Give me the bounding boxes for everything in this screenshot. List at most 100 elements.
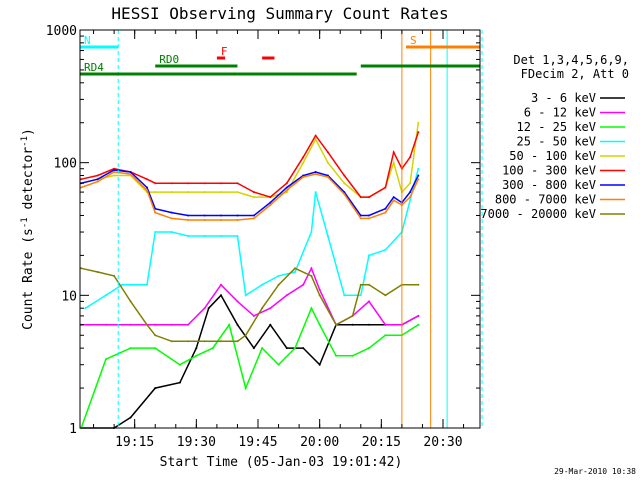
series-100-300-kev-point [220,182,222,185]
x-ticks: 19:15 19:30 19:45 20:00 20:15 20:30 [93,30,465,450]
series-7000-20000-kev-point [277,283,280,286]
series-3-6-kev-point [252,347,255,350]
timestamp: 29-Mar-2010 10:38 [554,467,636,476]
series-3-6-kev-point [302,347,305,350]
series-3-6-kev-point [207,307,210,310]
series-50-100-kev-point [314,138,317,141]
series-800-7000-kev-point [170,217,173,220]
series-800-7000-kev-point [285,189,288,192]
y-axis-label: Count Rate (s-1 detector-1) [20,128,36,330]
x-tick-label: 19:45 [238,435,277,450]
axes [79,29,481,429]
series-12-25-kev-point [211,347,214,350]
series-800-7000-kev-point [392,199,395,202]
series-12-25-kev-point [335,354,338,357]
series-7000-20000-kev-point [335,323,338,326]
series-100-300-kev-point [368,196,370,199]
series-25-50-kev-point [314,191,317,194]
series-25-50-kev-point [187,235,190,237]
series-7000-20000-kev-point [261,307,264,310]
series-25-50-kev-point [236,235,239,237]
series-7000-20000-kev-point [220,340,222,343]
x-axis-label: Start Time (05-Jan-03 19:01:42) [160,455,403,470]
series-50-100-kev-point [302,161,305,164]
series-3-6-kev-point [154,387,157,390]
series-50-100-kev-point [409,182,412,185]
series-300-800-kev-point [326,174,329,177]
series-6-12-kev-point [417,314,420,317]
series-50-100-kev-point [113,174,116,177]
y-tick-label: 1000 [46,24,77,39]
series-300-800-kev-point [392,196,395,199]
flag-label-f: F [221,45,228,58]
series-6-12-kev-point [154,323,157,326]
legend-label-3-6-kev: 3 - 6 keV [531,91,596,105]
series-300-800-kev-point [220,214,222,217]
series-7000-20000-kev-point [146,323,148,326]
legend: Det 1,3,4,5,6,9, FDecim 2, Att 0 3 - 6 k… [480,53,629,221]
legend-label-6-12-kev: 6 - 12 keV [524,106,596,120]
series-25-50-kev-point [121,283,124,286]
series-300-800-kev-point [314,171,317,173]
series-50-100-kev [81,122,420,198]
series-6-12-kev-point [310,267,313,270]
series-25-50-kev-point [310,231,313,233]
series-50-100-kev-point [187,191,190,194]
series-3-6-kev-point [195,347,198,350]
series-7000-20000-kev-point [244,334,247,337]
series-12-25-kev-point [318,323,321,326]
series-300-800-kev-point [146,186,148,189]
series-25-50-kev-point [359,294,362,297]
series-800-7000-kev-point [409,196,412,199]
series-6-12-kev-point [170,323,173,326]
series-25-50-kev-point [220,235,222,237]
flag-bars: N S F RD0 RD4 [80,34,480,76]
series-300-800-kev-point [203,214,206,217]
series-25-50-kev-point [203,235,206,237]
series-300-800-kev-point [236,214,239,217]
series-6-12-kev-point [384,323,387,326]
series-12-25-kev-point [154,347,157,350]
series-6-12-kev-point [318,288,321,291]
series-100-300-kev-point [392,151,395,154]
series-300-800-kev-point [252,214,255,217]
series-100-300-kev-point [343,174,346,177]
series-25-50-kev-point [277,274,280,277]
series-6-12-kev-point [220,283,222,286]
series-25-50-kev [84,168,420,309]
legend-header-line1: Det 1,3,4,5,6,9, [513,53,629,67]
series-100-300-kev [81,131,420,198]
series-100-300-kev-point [203,182,206,185]
series-25-50-kev-point [170,231,173,233]
series-7000-20000-kev [81,267,419,343]
series-300-800-kev-point [359,214,362,217]
series-7000-20000-kev-point [80,267,83,270]
series-25-50-kev-point [146,283,148,286]
legend-label-100-300-kev: 100 - 300 keV [502,164,596,178]
series-6-12-kev-point [252,314,255,317]
series-800-7000-kev-point [326,176,329,178]
series-100-300-kev-point [326,151,329,154]
series-800-7000-kev-point [384,211,387,214]
series-300-800-kev-point [302,174,305,177]
series-25-50-kev-point [384,248,387,251]
series-3-6-kev-point [318,363,321,366]
series-100-300-kev-point [96,174,99,177]
series-800-7000-kev-point [129,173,132,176]
series-50-100-kev-point [417,121,420,124]
series-25-50-kev-point [129,283,132,286]
series-6-12-kev-point [203,307,206,310]
plot-frame [79,29,481,429]
series-800-7000-kev-point [302,176,305,178]
series-6-12-kev-point [104,323,107,326]
y-axis-label-part1: Count Rate (s [21,228,36,330]
y-axis-label-part2: detector [21,147,36,218]
series-800-7000-kev-point [252,217,255,220]
x-tick-label: 20:30 [423,435,462,450]
series-12-25-kev-point [104,358,107,361]
x-tick-label: 19:30 [177,435,216,450]
series-800-7000-kev-point [96,180,99,183]
series-300-800-kev-point [129,171,132,173]
legend-label-800-7000-kev: 800 - 7000 keV [495,193,596,207]
